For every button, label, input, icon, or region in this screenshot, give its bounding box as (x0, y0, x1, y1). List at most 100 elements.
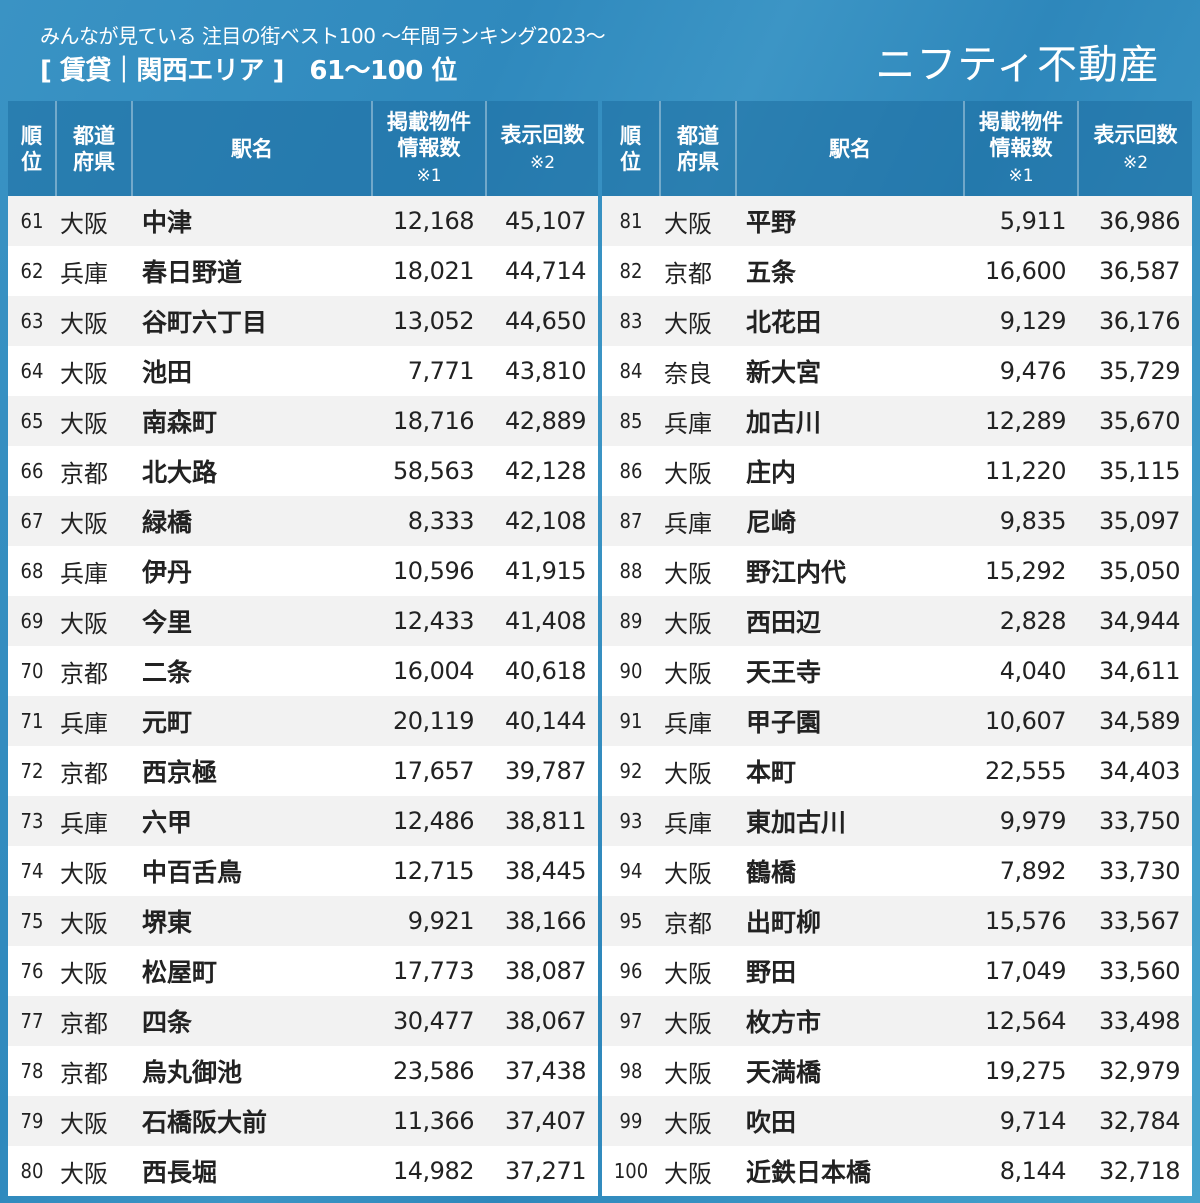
listings-cell: 7,892 (964, 846, 1078, 896)
station-cell: 二条 (132, 646, 372, 696)
views-cell: 36,587 (1078, 246, 1192, 296)
table-row: 86 大阪 庄内 11,220 35,115 (602, 446, 1192, 496)
views-cell: 34,611 (1078, 646, 1192, 696)
table-row: 81 大阪 平野 5,911 36,986 (602, 196, 1192, 246)
views-cell: 41,915 (486, 546, 598, 596)
station-cell: 緑橋 (132, 496, 372, 546)
table-row: 75 大阪 堺東 9,921 38,166 (8, 896, 598, 946)
rank-cell: 93 (602, 796, 660, 846)
prefecture-cell: 大阪 (660, 296, 736, 346)
views-cell: 37,407 (486, 1096, 598, 1146)
table-row: 97 大阪 枚方市 12,564 33,498 (602, 996, 1192, 1046)
rank-cell: 83 (602, 296, 660, 346)
rank-cell: 92 (602, 746, 660, 796)
views-cell: 41,408 (486, 596, 598, 646)
table-row: 94 大阪 鶴橋 7,892 33,730 (602, 846, 1192, 896)
table-row: 80 大阪 西長堀 14,982 37,271 (8, 1146, 598, 1196)
views-cell: 35,670 (1078, 396, 1192, 446)
ranking-table-left: 順位 都道 府県 駅名 掲載物件 情報数 ※1 表示回数 ※2 61 大阪 中津 12,168… (8, 101, 598, 1196)
listings-cell: 2,828 (964, 596, 1078, 646)
prefecture-cell: 大阪 (660, 996, 736, 1046)
prefecture-cell: 大阪 (56, 1096, 132, 1146)
table-row: 65 大阪 南森町 18,716 42,889 (8, 396, 598, 446)
rank-cell: 68 (8, 546, 56, 596)
views-cell: 35,050 (1078, 546, 1192, 596)
station-cell: 近鉄日本橋 (736, 1146, 964, 1196)
rank-cell: 81 (602, 196, 660, 246)
col-listings: 掲載物件 情報数 ※1 (372, 101, 487, 196)
rank-cell: 69 (8, 596, 56, 646)
table-row: 73 兵庫 六甲 12,486 38,811 (8, 796, 598, 846)
col-rank: 順位 (602, 101, 661, 196)
station-cell: 五条 (736, 246, 964, 296)
table-row: 71 兵庫 元町 20,119 40,144 (8, 696, 598, 746)
table-header-row: 順位 都道 府県 駅名 掲載物件 情報数 ※1 表示回数 ※2 (602, 101, 1192, 196)
table-row: 72 京都 西京極 17,657 39,787 (8, 746, 598, 796)
rank-cell: 94 (602, 846, 660, 896)
rank-cell: 67 (8, 496, 56, 546)
views-cell: 44,650 (486, 296, 598, 346)
prefecture-cell: 大阪 (660, 1046, 736, 1096)
listings-cell: 11,366 (372, 1096, 486, 1146)
col-prefecture: 都道 府県 (56, 101, 133, 196)
page-title: [ 賃貸｜関西エリア ] 61〜100 位 (40, 56, 457, 86)
rank-cell: 79 (8, 1096, 56, 1146)
views-cell: 42,889 (486, 396, 598, 446)
table-row: 74 大阪 中百舌鳥 12,715 38,445 (8, 846, 598, 896)
station-cell: 西京極 (132, 746, 372, 796)
views-cell: 39,787 (486, 746, 598, 796)
prefecture-cell: 大阪 (660, 546, 736, 596)
table-row: 87 兵庫 尼崎 9,835 35,097 (602, 496, 1192, 546)
listings-cell: 18,716 (372, 396, 486, 446)
views-cell: 42,128 (486, 446, 598, 496)
rank-cell: 91 (602, 696, 660, 746)
listings-cell: 19,275 (964, 1046, 1078, 1096)
prefecture-cell: 京都 (660, 896, 736, 946)
table-row: 64 大阪 池田 7,771 43,810 (8, 346, 598, 396)
prefecture-cell: 大阪 (56, 496, 132, 546)
prefecture-cell: 大阪 (56, 1146, 132, 1196)
prefecture-cell: 兵庫 (56, 696, 132, 746)
views-cell: 40,618 (486, 646, 598, 696)
views-cell: 34,589 (1078, 696, 1192, 746)
prefecture-cell: 兵庫 (56, 246, 132, 296)
listings-cell: 9,476 (964, 346, 1078, 396)
views-cell: 38,166 (486, 896, 598, 946)
rank-cell: 72 (8, 746, 56, 796)
rank-cell: 73 (8, 796, 56, 846)
table-row: 66 京都 北大路 58,563 42,128 (8, 446, 598, 496)
prefecture-cell: 兵庫 (660, 396, 736, 446)
rank-cell: 74 (8, 846, 56, 896)
views-cell: 37,271 (486, 1146, 598, 1196)
prefecture-cell: 大阪 (660, 646, 736, 696)
rank-cell: 80 (8, 1146, 56, 1196)
ranking-table-right: 順位 都道 府県 駅名 掲載物件 情報数 ※1 表示回数 ※2 81 大阪 平野 5,911 3… (602, 101, 1192, 1196)
listings-cell: 9,714 (964, 1096, 1078, 1146)
table-row: 69 大阪 今里 12,433 41,408 (8, 596, 598, 646)
listings-cell: 10,607 (964, 696, 1078, 746)
rank-cell: 100 (602, 1146, 660, 1196)
listings-cell: 14,982 (372, 1146, 486, 1196)
rank-cell: 75 (8, 896, 56, 946)
table-row: 76 大阪 松屋町 17,773 38,087 (8, 946, 598, 996)
table-row: 88 大阪 野江内代 15,292 35,050 (602, 546, 1192, 596)
listings-cell: 9,979 (964, 796, 1078, 846)
table-row: 91 兵庫 甲子園 10,607 34,589 (602, 696, 1192, 746)
station-cell: 平野 (736, 196, 964, 246)
prefecture-cell: 大阪 (56, 946, 132, 996)
station-cell: 池田 (132, 346, 372, 396)
views-cell: 33,750 (1078, 796, 1192, 846)
rank-cell: 62 (8, 246, 56, 296)
station-cell: 今里 (132, 596, 372, 646)
prefecture-cell: 大阪 (56, 296, 132, 346)
prefecture-cell: 兵庫 (660, 496, 736, 546)
station-cell: 四条 (132, 996, 372, 1046)
table-row: 96 大阪 野田 17,049 33,560 (602, 946, 1192, 996)
listings-cell: 5,911 (964, 196, 1078, 246)
station-cell: 天満橋 (736, 1046, 964, 1096)
rank-cell: 77 (8, 996, 56, 1046)
station-cell: 甲子園 (736, 696, 964, 746)
prefecture-cell: 京都 (56, 646, 132, 696)
rank-cell: 63 (8, 296, 56, 346)
prefecture-cell: 大阪 (56, 396, 132, 446)
